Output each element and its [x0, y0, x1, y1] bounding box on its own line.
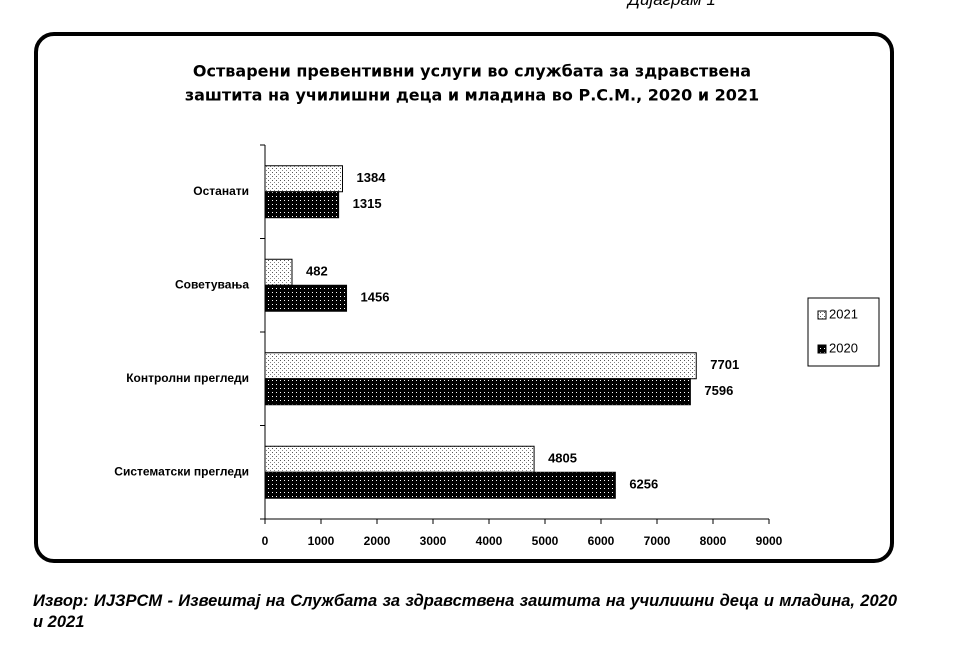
x-tick-label: 7000 — [644, 534, 671, 548]
bar — [264, 352, 697, 380]
y-tick-label: Контролни прегледи — [126, 371, 249, 385]
legend-swatch — [817, 310, 827, 320]
bar — [264, 165, 344, 193]
bar — [264, 258, 293, 286]
bar — [264, 471, 616, 499]
x-tick-label: 3000 — [420, 534, 447, 548]
value-label: 7596 — [704, 383, 733, 398]
value-label: 482 — [306, 264, 328, 279]
chart-title: Остварени превентивни услуги во службата… — [193, 62, 751, 81]
x-tick-label: 2000 — [364, 534, 391, 548]
x-tick-label: 9000 — [756, 534, 783, 548]
chart-frame — [34, 32, 894, 563]
y-tick-label: Систематски прегледи — [114, 464, 249, 478]
value-label: 1456 — [361, 290, 390, 305]
bar — [264, 445, 535, 473]
y-tick-label: Останати — [193, 184, 249, 198]
x-tick-label: 4000 — [476, 534, 503, 548]
source-note: Извор: ИЈЗРСМ - Извештај на Службата за … — [33, 592, 897, 631]
value-label: 4805 — [548, 451, 577, 466]
legend-swatch — [817, 344, 827, 354]
x-tick-label: 0 — [262, 534, 269, 548]
legend-label: 2020 — [829, 340, 858, 355]
legend-box — [807, 297, 880, 367]
value-label: 7701 — [710, 357, 739, 372]
legend-label: 2021 — [829, 306, 858, 321]
value-label: 1384 — [357, 170, 387, 185]
chart: Остварени превентивни услуги во службата… — [34, 32, 894, 563]
y-tick-label: Советувања — [175, 277, 249, 291]
value-label: 6256 — [629, 477, 658, 492]
x-tick-label: 6000 — [588, 534, 615, 548]
chart-title: заштита на училишни деца и младина во Р.… — [185, 86, 759, 105]
value-label: 1315 — [353, 196, 382, 211]
figure-label: Дијаграм 1 — [628, 0, 716, 10]
x-tick-label: 8000 — [700, 534, 727, 548]
bar — [264, 191, 340, 219]
bar — [264, 378, 691, 406]
x-tick-label: 5000 — [532, 534, 559, 548]
x-tick-label: 1000 — [308, 534, 335, 548]
bar — [264, 284, 348, 312]
